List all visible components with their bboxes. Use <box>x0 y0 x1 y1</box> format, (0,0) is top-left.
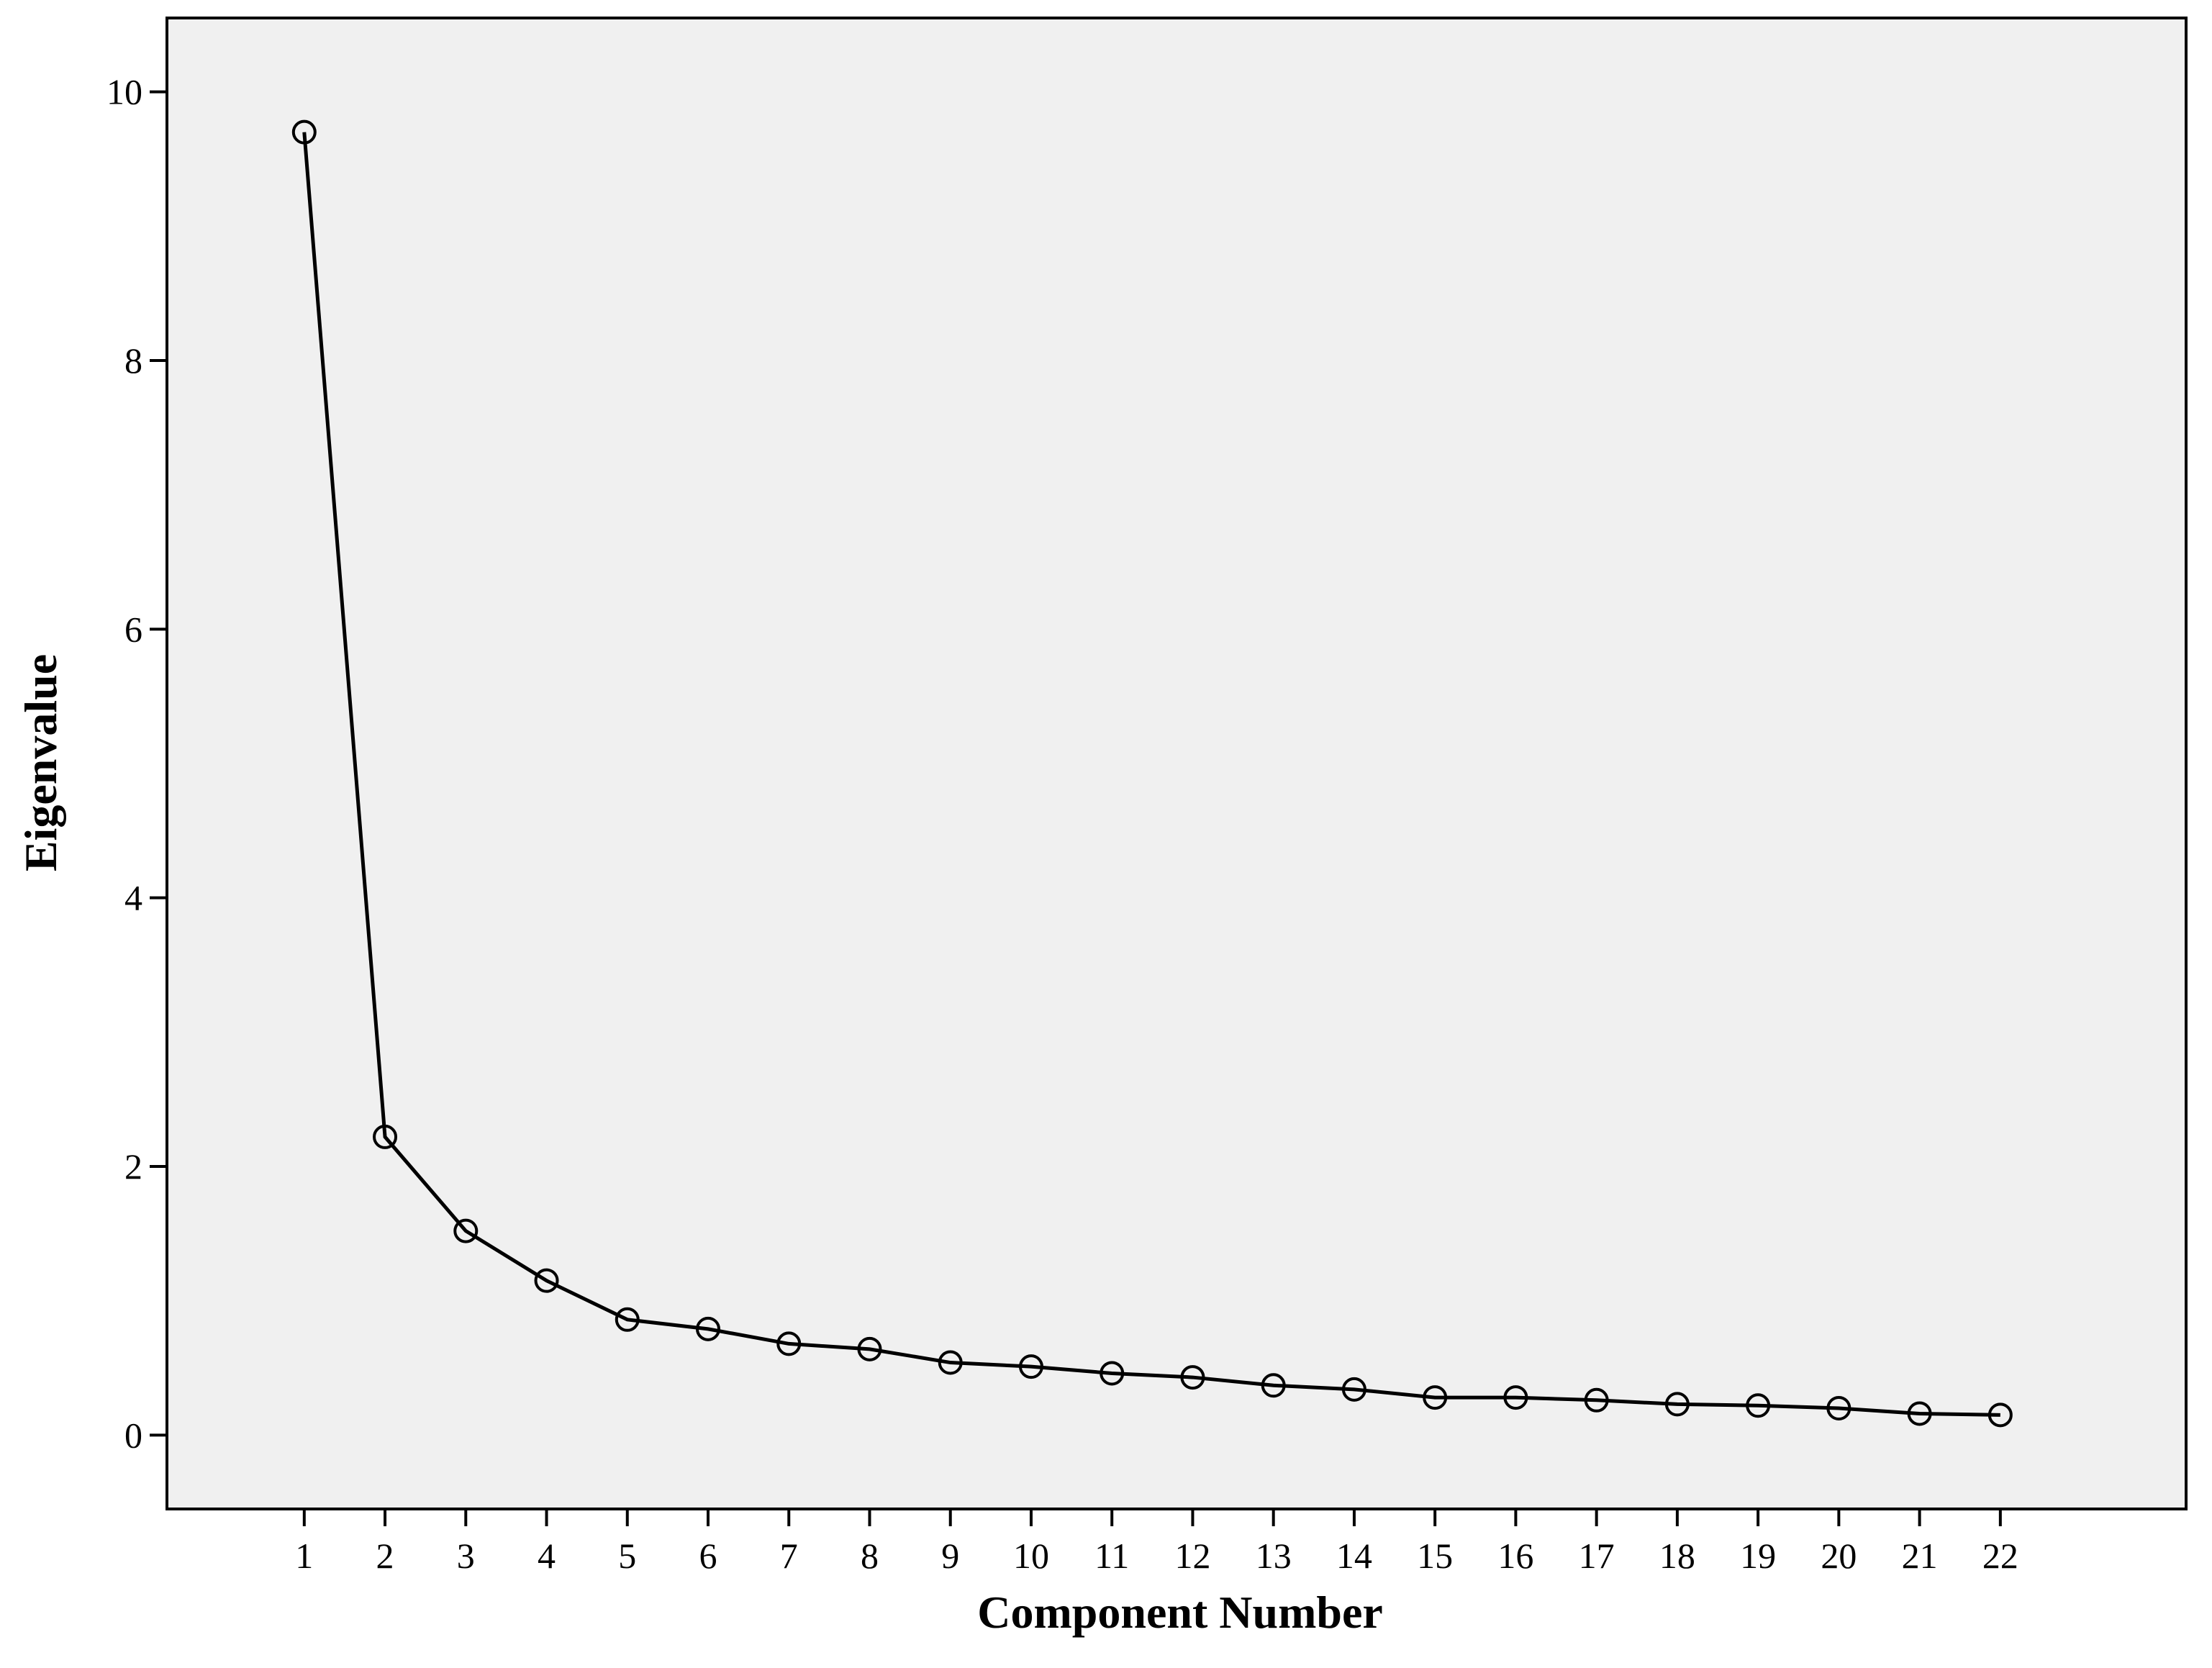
y-axis: 0 2 4 6 8 10 <box>106 72 167 1455</box>
eigenvalue-line <box>302 132 2000 1417</box>
data-point <box>1826 1396 1851 1420</box>
x-tick-label: 13 <box>1256 1536 1292 1576</box>
data-point <box>776 1331 802 1356</box>
x-tick-label: 9 <box>941 1536 959 1576</box>
x-tick-label: 6 <box>699 1536 717 1576</box>
data-point <box>1503 1385 1528 1410</box>
data-point <box>534 1268 559 1293</box>
data-point <box>1584 1387 1609 1413</box>
x-tick-label: 22 <box>1982 1536 2018 1576</box>
y-axis-title: Eigenvalue <box>15 654 66 871</box>
data-point <box>1907 1401 1932 1426</box>
y-tick-label: 6 <box>124 609 142 649</box>
eigenvalue-points <box>291 119 2013 1428</box>
x-tick-label: 21 <box>1902 1536 1938 1576</box>
y-tick-label: 10 <box>106 72 142 112</box>
y-tick-label: 2 <box>124 1146 142 1187</box>
data-point <box>373 1124 398 1149</box>
x-tick-label: 17 <box>1579 1536 1615 1576</box>
y-tick-label: 8 <box>124 340 142 381</box>
x-tick-label: 19 <box>1740 1536 1776 1576</box>
data-point <box>1664 1392 1690 1417</box>
x-tick-label: 5 <box>618 1536 636 1576</box>
data-point <box>1261 1373 1286 1398</box>
x-tick-label: 1 <box>295 1536 313 1576</box>
y-tick-label: 4 <box>124 878 142 918</box>
x-axis: 1 2 3 4 5 6 7 8 9 10 11 12 13 14 15 16 17 18 19 20 21 22 <box>295 1509 2018 1576</box>
x-tick-label: 4 <box>538 1536 556 1576</box>
data-point <box>453 1218 479 1243</box>
x-tick-label: 8 <box>861 1536 879 1576</box>
data-point <box>938 1350 963 1375</box>
x-tick-label: 10 <box>1013 1536 1049 1576</box>
data-point <box>696 1316 721 1341</box>
x-tick-label: 15 <box>1417 1536 1453 1576</box>
data-point <box>1018 1354 1043 1379</box>
data-point <box>1746 1393 1771 1418</box>
data-point <box>1987 1402 2013 1428</box>
x-tick-label: 16 <box>1497 1536 1533 1576</box>
data-point <box>615 1307 640 1332</box>
x-tick-label: 11 <box>1094 1536 1129 1576</box>
data-point <box>1100 1361 1125 1386</box>
x-tick-label: 7 <box>780 1536 798 1576</box>
x-tick-label: 12 <box>1174 1536 1210 1576</box>
data-point <box>1341 1377 1366 1402</box>
x-tick-label: 20 <box>1821 1536 1857 1576</box>
data-point <box>857 1336 882 1361</box>
y-tick-label: 0 <box>124 1415 142 1455</box>
plot-background <box>166 17 2188 1510</box>
x-tick-label: 18 <box>1659 1536 1695 1576</box>
x-axis-title: Component Number <box>977 1587 1383 1638</box>
data-point <box>1180 1365 1205 1390</box>
data-point <box>1423 1385 1448 1410</box>
x-tick-label: 14 <box>1336 1536 1372 1576</box>
data-point <box>291 119 317 145</box>
x-tick-label: 2 <box>376 1536 394 1576</box>
x-tick-label: 3 <box>457 1536 475 1576</box>
